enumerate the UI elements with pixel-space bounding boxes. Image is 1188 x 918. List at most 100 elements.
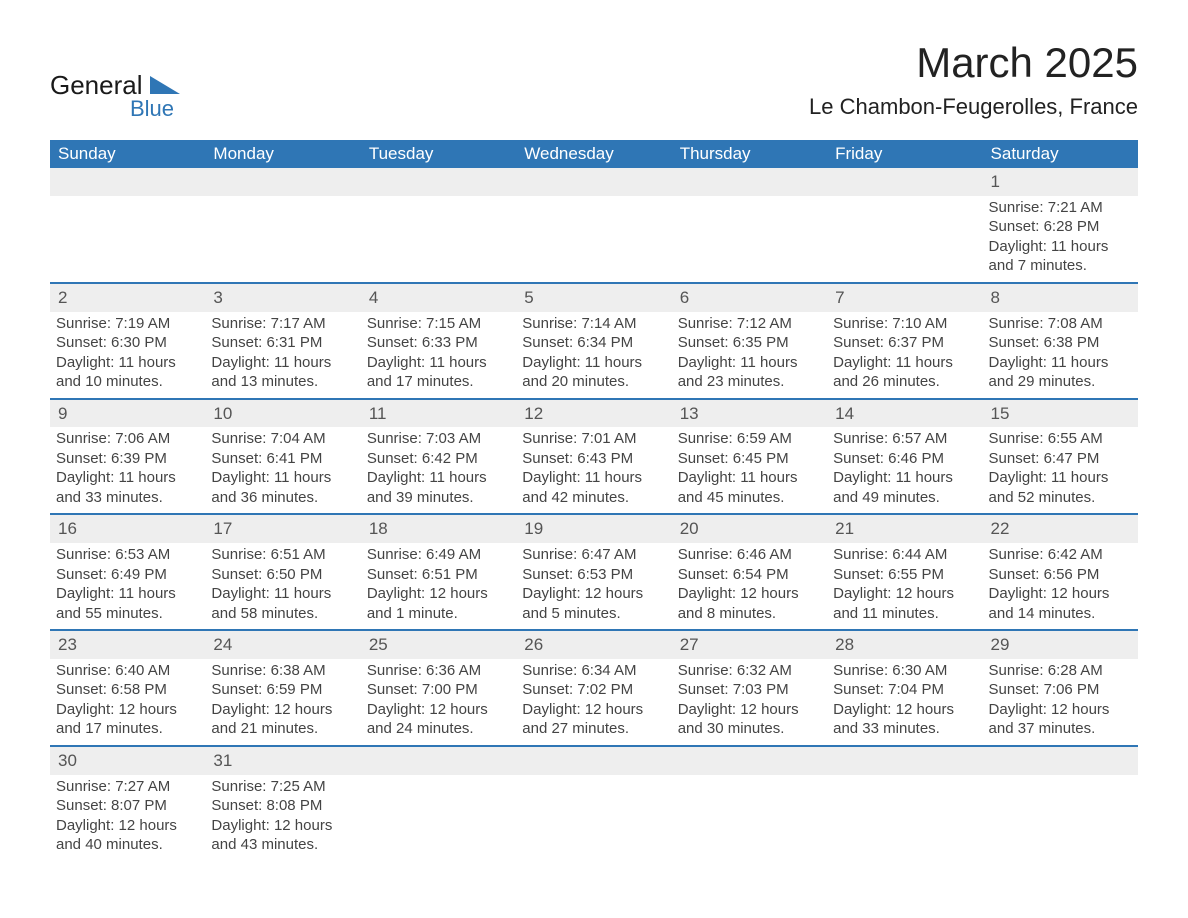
daylight-line-1: Daylight: 12 hours <box>211 700 354 720</box>
daylight-line-1: Daylight: 12 hours <box>522 584 665 604</box>
day-number <box>827 168 982 196</box>
day-cell: Sunrise: 7:25 AMSunset: 8:08 PMDaylight:… <box>205 775 360 861</box>
brand-logo: General Blue <box>50 70 210 130</box>
daylight-line-2: and 7 minutes. <box>989 256 1132 276</box>
daylight-line-1: Daylight: 11 hours <box>56 468 199 488</box>
day-cell <box>516 196 671 283</box>
day-header: Monday <box>205 140 360 168</box>
day-number: 16 <box>50 514 205 543</box>
daylight-line-1: Daylight: 11 hours <box>833 468 976 488</box>
sunset-line: Sunset: 7:06 PM <box>989 680 1132 700</box>
day-number: 20 <box>672 514 827 543</box>
day-number <box>672 746 827 775</box>
day-number: 8 <box>983 283 1138 312</box>
daylight-line-1: Daylight: 11 hours <box>367 353 510 373</box>
logo-text-sub: Blue <box>130 96 174 121</box>
day-number: 4 <box>361 283 516 312</box>
daylight-line-1: Daylight: 11 hours <box>989 353 1132 373</box>
daylight-line-2: and 10 minutes. <box>56 372 199 392</box>
day-cell: Sunrise: 7:10 AMSunset: 6:37 PMDaylight:… <box>827 312 982 399</box>
day-number <box>516 746 671 775</box>
daylight-line-2: and 55 minutes. <box>56 604 199 624</box>
day-cell: Sunrise: 6:46 AMSunset: 6:54 PMDaylight:… <box>672 543 827 630</box>
day-number: 31 <box>205 746 360 775</box>
daylight-line-1: Daylight: 11 hours <box>833 353 976 373</box>
daylight-line-2: and 43 minutes. <box>211 835 354 855</box>
day-cell <box>361 775 516 861</box>
daylight-line-1: Daylight: 11 hours <box>989 468 1132 488</box>
day-data-row: Sunrise: 7:21 AMSunset: 6:28 PMDaylight:… <box>50 196 1138 283</box>
day-cell: Sunrise: 6:53 AMSunset: 6:49 PMDaylight:… <box>50 543 205 630</box>
day-cell <box>205 196 360 283</box>
daylight-line-1: Daylight: 12 hours <box>367 584 510 604</box>
sunrise-line: Sunrise: 6:53 AM <box>56 545 199 565</box>
title-block: March 2025 Le Chambon-Feugerolles, Franc… <box>809 40 1138 120</box>
day-number <box>50 168 205 196</box>
daylight-line-2: and 45 minutes. <box>678 488 821 508</box>
day-cell: Sunrise: 6:42 AMSunset: 6:56 PMDaylight:… <box>983 543 1138 630</box>
daylight-line-1: Daylight: 11 hours <box>211 584 354 604</box>
sunrise-line: Sunrise: 6:55 AM <box>989 429 1132 449</box>
daylight-line-1: Daylight: 12 hours <box>522 700 665 720</box>
day-number: 6 <box>672 283 827 312</box>
sunset-line: Sunset: 6:45 PM <box>678 449 821 469</box>
daylight-line-1: Daylight: 11 hours <box>678 468 821 488</box>
sunrise-line: Sunrise: 6:30 AM <box>833 661 976 681</box>
daylight-line-2: and 23 minutes. <box>678 372 821 392</box>
daylight-line-1: Daylight: 11 hours <box>522 353 665 373</box>
day-cell <box>50 196 205 283</box>
sunset-line: Sunset: 6:42 PM <box>367 449 510 469</box>
day-number: 5 <box>516 283 671 312</box>
daylight-line-1: Daylight: 11 hours <box>522 468 665 488</box>
day-number <box>983 746 1138 775</box>
day-cell <box>516 775 671 861</box>
sunrise-line: Sunrise: 7:04 AM <box>211 429 354 449</box>
day-cell: Sunrise: 7:19 AMSunset: 6:30 PMDaylight:… <box>50 312 205 399</box>
day-cell: Sunrise: 6:55 AMSunset: 6:47 PMDaylight:… <box>983 427 1138 514</box>
daylight-line-2: and 30 minutes. <box>678 719 821 739</box>
sunset-line: Sunset: 6:58 PM <box>56 680 199 700</box>
daylight-line-1: Daylight: 12 hours <box>678 584 821 604</box>
day-header: Wednesday <box>516 140 671 168</box>
day-cell: Sunrise: 6:47 AMSunset: 6:53 PMDaylight:… <box>516 543 671 630</box>
daylight-line-1: Daylight: 12 hours <box>833 700 976 720</box>
day-cell: Sunrise: 6:44 AMSunset: 6:55 PMDaylight:… <box>827 543 982 630</box>
day-data-row: Sunrise: 7:19 AMSunset: 6:30 PMDaylight:… <box>50 312 1138 399</box>
sunrise-line: Sunrise: 7:08 AM <box>989 314 1132 334</box>
daylight-line-2: and 42 minutes. <box>522 488 665 508</box>
daylight-line-2: and 5 minutes. <box>522 604 665 624</box>
day-cell: Sunrise: 7:15 AMSunset: 6:33 PMDaylight:… <box>361 312 516 399</box>
sunrise-line: Sunrise: 6:51 AM <box>211 545 354 565</box>
daylight-line-1: Daylight: 11 hours <box>56 353 199 373</box>
day-number: 15 <box>983 399 1138 428</box>
sunset-line: Sunset: 6:59 PM <box>211 680 354 700</box>
sunset-line: Sunset: 7:03 PM <box>678 680 821 700</box>
day-number: 19 <box>516 514 671 543</box>
sunrise-line: Sunrise: 6:42 AM <box>989 545 1132 565</box>
sunrise-line: Sunrise: 6:59 AM <box>678 429 821 449</box>
day-header: Saturday <box>983 140 1138 168</box>
sunrise-line: Sunrise: 7:21 AM <box>989 198 1132 218</box>
day-cell: Sunrise: 6:51 AMSunset: 6:50 PMDaylight:… <box>205 543 360 630</box>
day-number: 27 <box>672 630 827 659</box>
day-cell <box>672 196 827 283</box>
sunrise-line: Sunrise: 7:01 AM <box>522 429 665 449</box>
daylight-line-1: Daylight: 11 hours <box>211 353 354 373</box>
day-number: 13 <box>672 399 827 428</box>
daylight-line-2: and 49 minutes. <box>833 488 976 508</box>
sunrise-line: Sunrise: 6:47 AM <box>522 545 665 565</box>
sunrise-line: Sunrise: 6:28 AM <box>989 661 1132 681</box>
day-data-row: Sunrise: 6:40 AMSunset: 6:58 PMDaylight:… <box>50 659 1138 746</box>
day-number: 26 <box>516 630 671 659</box>
day-cell: Sunrise: 6:57 AMSunset: 6:46 PMDaylight:… <box>827 427 982 514</box>
day-cell <box>827 196 982 283</box>
sunset-line: Sunset: 7:00 PM <box>367 680 510 700</box>
day-number: 18 <box>361 514 516 543</box>
day-cell <box>983 775 1138 861</box>
header-row: General Blue March 2025 Le Chambon-Feuge… <box>50 40 1138 130</box>
daylight-line-1: Daylight: 11 hours <box>56 584 199 604</box>
daylight-line-2: and 17 minutes. <box>56 719 199 739</box>
day-number: 29 <box>983 630 1138 659</box>
day-cell: Sunrise: 6:28 AMSunset: 7:06 PMDaylight:… <box>983 659 1138 746</box>
daylight-line-2: and 20 minutes. <box>522 372 665 392</box>
